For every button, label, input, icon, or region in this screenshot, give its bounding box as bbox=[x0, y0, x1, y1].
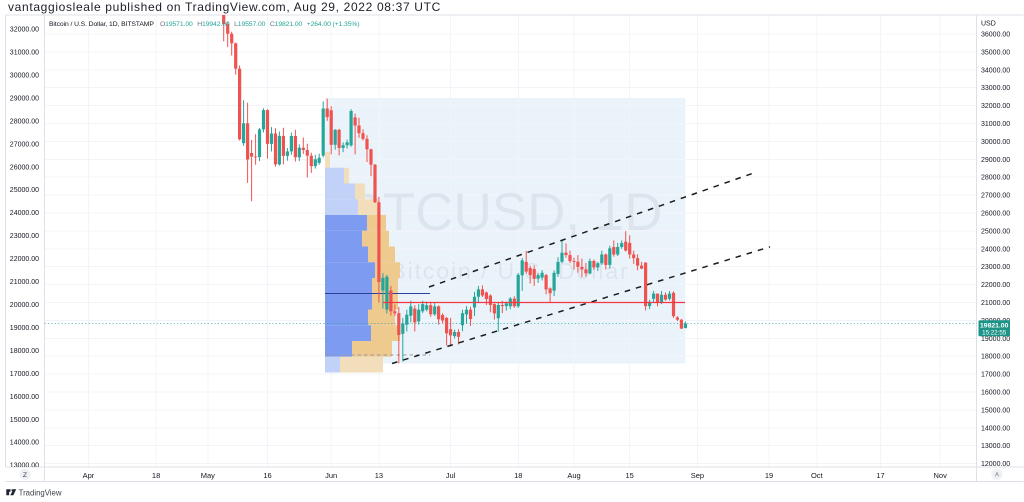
svg-text:16: 16 bbox=[263, 471, 271, 480]
svg-text:TradingView: TradingView bbox=[19, 488, 62, 497]
svg-text:24000.00: 24000.00 bbox=[10, 210, 39, 217]
svg-text:Nov: Nov bbox=[934, 471, 948, 480]
svg-text:25000.00: 25000.00 bbox=[10, 187, 39, 194]
svg-text:14000.00: 14000.00 bbox=[10, 440, 39, 447]
svg-text:Jun: Jun bbox=[325, 471, 337, 480]
svg-text:Jul: Jul bbox=[446, 471, 456, 480]
svg-text:17000.00: 17000.00 bbox=[10, 371, 39, 378]
svg-text:23000.00: 23000.00 bbox=[981, 264, 1010, 271]
svg-text:26000.00: 26000.00 bbox=[981, 211, 1010, 218]
svg-text:15:22:55: 15:22:55 bbox=[982, 330, 1007, 337]
svg-text:34000.00: 34000.00 bbox=[981, 67, 1010, 74]
svg-text:14000.00: 14000.00 bbox=[981, 425, 1010, 432]
svg-text:22000.00: 22000.00 bbox=[981, 282, 1010, 289]
svg-text:BTCUSD, 1D: BTCUSD, 1D bbox=[347, 183, 662, 242]
svg-text:29000.00: 29000.00 bbox=[981, 157, 1010, 164]
svg-text:26000.00: 26000.00 bbox=[10, 164, 39, 171]
svg-text:Apr: Apr bbox=[83, 471, 95, 480]
svg-text:15000.00: 15000.00 bbox=[10, 417, 39, 424]
svg-text:22000.00: 22000.00 bbox=[10, 256, 39, 263]
svg-text:31000.00: 31000.00 bbox=[981, 121, 1010, 128]
svg-text:31000.00: 31000.00 bbox=[10, 50, 39, 57]
svg-text:15000.00: 15000.00 bbox=[981, 407, 1010, 414]
svg-text:USD: USD bbox=[981, 21, 996, 28]
svg-text:35000.00: 35000.00 bbox=[981, 49, 1010, 56]
svg-text:27000.00: 27000.00 bbox=[981, 193, 1010, 200]
svg-text:21000.00: 21000.00 bbox=[10, 279, 39, 286]
svg-text:Sep: Sep bbox=[691, 471, 704, 480]
svg-text:24000.00: 24000.00 bbox=[981, 246, 1010, 253]
svg-text:20000.00: 20000.00 bbox=[10, 302, 39, 309]
svg-text:33000.00: 33000.00 bbox=[981, 85, 1010, 92]
svg-text:19000.00: 19000.00 bbox=[981, 336, 1010, 343]
svg-text:18: 18 bbox=[152, 471, 160, 480]
svg-text:18000.00: 18000.00 bbox=[981, 354, 1010, 361]
svg-text:17000.00: 17000.00 bbox=[981, 372, 1010, 379]
svg-text:36000.00: 36000.00 bbox=[981, 32, 1010, 39]
svg-text:Bitcoin / U.S. Dollar, 1D, BIT: Bitcoin / U.S. Dollar, 1D, BITSTAMP O195… bbox=[49, 21, 360, 28]
svg-text:16000.00: 16000.00 bbox=[10, 394, 39, 401]
svg-text:23000.00: 23000.00 bbox=[10, 233, 39, 240]
svg-text:Bitcoin / U.S. Dollar: Bitcoin / U.S. Dollar bbox=[390, 258, 629, 284]
svg-text:30000.00: 30000.00 bbox=[10, 73, 39, 80]
svg-text:19000.00: 19000.00 bbox=[10, 325, 39, 332]
svg-text:21000.00: 21000.00 bbox=[981, 300, 1010, 307]
svg-text:28000.00: 28000.00 bbox=[10, 118, 39, 125]
svg-text:Aug: Aug bbox=[567, 471, 580, 480]
svg-text:19: 19 bbox=[765, 471, 773, 480]
svg-text:12000.00: 12000.00 bbox=[981, 461, 1010, 468]
svg-text:A: A bbox=[995, 472, 1000, 479]
svg-text:15: 15 bbox=[626, 471, 634, 480]
svg-text:vantaggiosleale published on T: vantaggiosleale published on TradingView… bbox=[8, 0, 441, 14]
svg-text:Z: Z bbox=[23, 472, 27, 479]
svg-text:29000.00: 29000.00 bbox=[10, 95, 39, 102]
svg-text:May: May bbox=[201, 471, 215, 480]
svg-text:30000.00: 30000.00 bbox=[981, 139, 1010, 146]
svg-text:18: 18 bbox=[514, 471, 522, 480]
svg-text:13000.00: 13000.00 bbox=[10, 463, 39, 470]
svg-text:27000.00: 27000.00 bbox=[10, 141, 39, 148]
svg-text:25000.00: 25000.00 bbox=[981, 228, 1010, 235]
svg-text:32000.00: 32000.00 bbox=[10, 27, 39, 34]
svg-text:17: 17 bbox=[876, 471, 884, 480]
svg-text:32000.00: 32000.00 bbox=[981, 103, 1010, 110]
svg-text:16000.00: 16000.00 bbox=[981, 390, 1010, 397]
svg-text:13000.00: 13000.00 bbox=[981, 443, 1010, 450]
svg-text:28000.00: 28000.00 bbox=[981, 175, 1010, 182]
svg-text:13: 13 bbox=[375, 471, 383, 480]
svg-text:19821.00: 19821.00 bbox=[980, 322, 1009, 329]
svg-text:18000.00: 18000.00 bbox=[10, 348, 39, 355]
svg-text:Oct: Oct bbox=[811, 471, 824, 480]
